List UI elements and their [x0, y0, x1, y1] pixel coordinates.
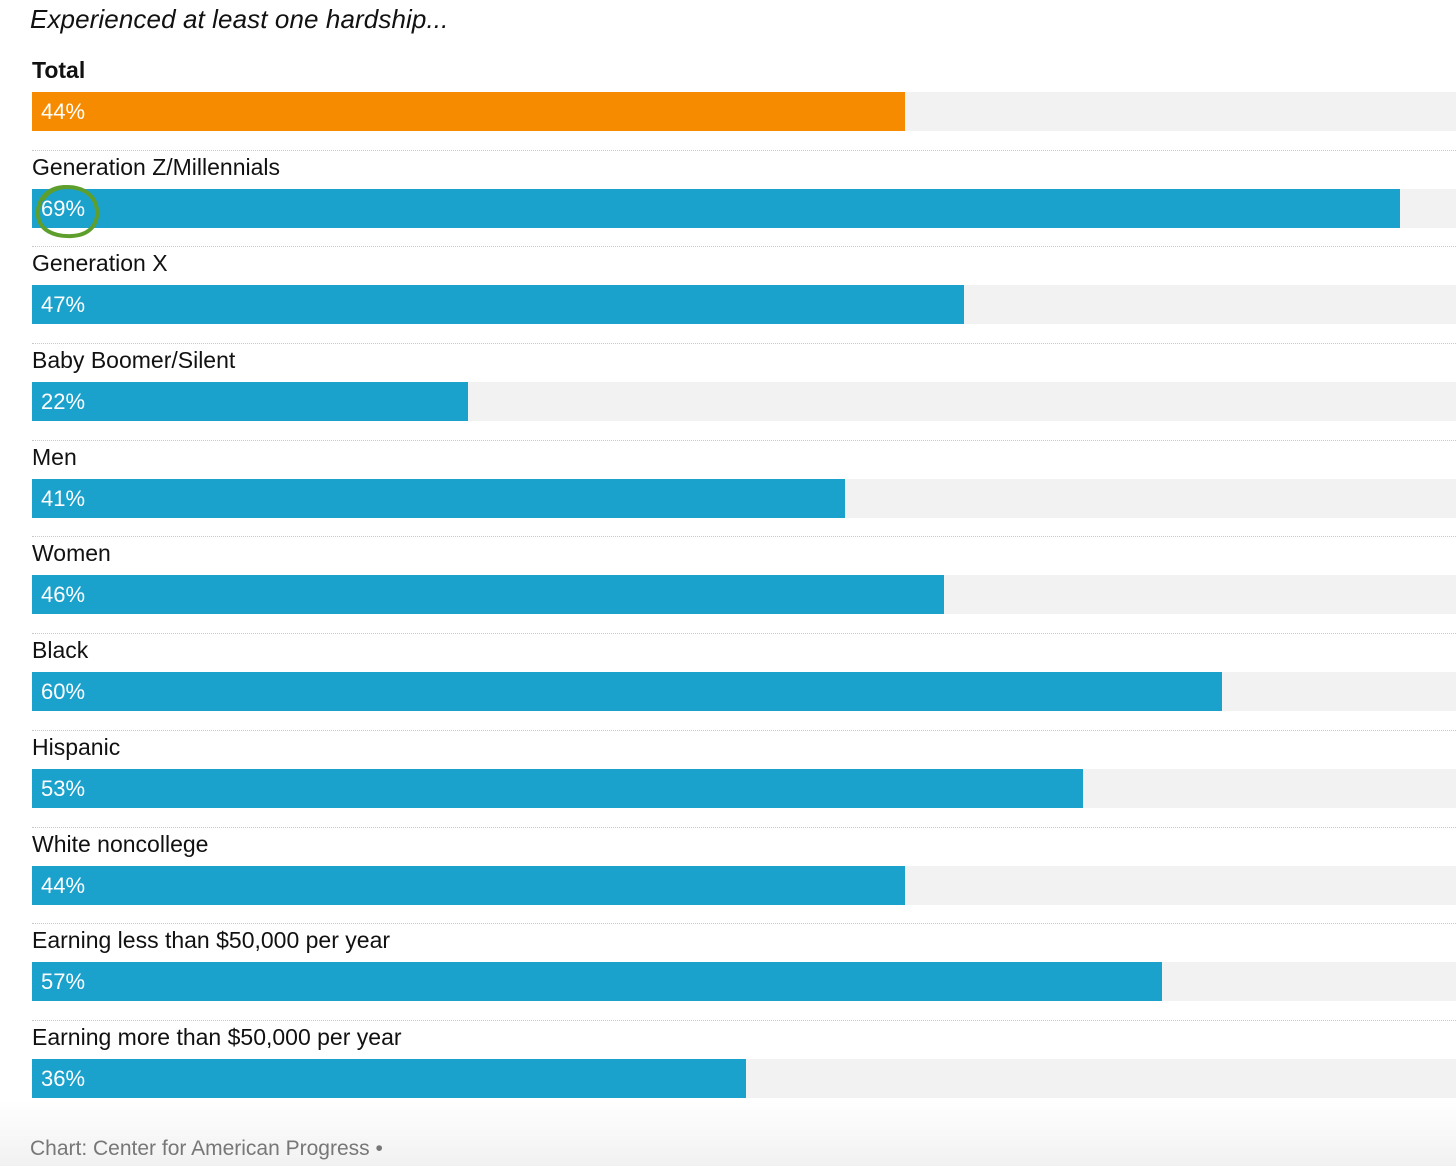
- bar-value-label: 22%: [41, 389, 86, 415]
- category-label: Black: [32, 637, 89, 664]
- bar: 44%: [32, 865, 905, 905]
- bar-value-label: 53%: [41, 775, 86, 801]
- bar: 47%: [32, 285, 964, 325]
- bar-value-label: 41%: [41, 485, 86, 511]
- category-label: Earning more than $50,000 per year: [32, 1023, 402, 1050]
- bar-row: Black 60%: [32, 634, 1456, 731]
- bar-track: 41%: [32, 478, 1456, 518]
- bar-value-label: 60%: [41, 679, 86, 705]
- bar-row: Generation X 47%: [32, 247, 1456, 345]
- bar-row: Women 46%: [32, 537, 1456, 635]
- bar-row: Generation Z/Millennials 69%: [32, 151, 1456, 248]
- bar-row: Men 41%: [32, 441, 1456, 538]
- chart-source: Chart: Center for American Progress •: [30, 1137, 383, 1160]
- bar-track: 47%: [32, 285, 1456, 325]
- bar-value-label: 47%: [41, 292, 86, 318]
- bar: 22%: [32, 382, 468, 422]
- category-label: White noncollege: [32, 830, 209, 857]
- chart-footer: [0, 1100, 1456, 1166]
- bar-track: 36%: [32, 1058, 1456, 1098]
- bar-value-label: 57%: [41, 969, 86, 995]
- bar: 60%: [32, 672, 1222, 712]
- bar-track: 46%: [32, 575, 1456, 615]
- highlight-circle-annotation: [35, 185, 100, 239]
- chart-subtitle: Experienced at least one hardship...: [30, 4, 449, 34]
- category-label: Earning less than $50,000 per year: [32, 927, 391, 954]
- category-label: Generation X: [32, 250, 168, 277]
- category-label: Men: [32, 443, 77, 470]
- bar-track: 60%: [32, 672, 1456, 712]
- bar: 53%: [32, 768, 1083, 808]
- bar: 41%: [32, 478, 845, 518]
- bar-track: 53%: [32, 768, 1456, 808]
- bar-value-label: 46%: [41, 582, 86, 608]
- bar-row: Baby Boomer/Silent 22%: [32, 344, 1456, 441]
- bar-track: 57%: [32, 962, 1456, 1002]
- bar: 36%: [32, 1058, 746, 1098]
- category-label: Generation Z/Millennials: [32, 153, 281, 180]
- bar-row: Earning more than $50,000 per year 36%: [32, 1021, 1456, 1118]
- bar-track: 44%: [32, 92, 1456, 131]
- bar-track: 69%: [32, 188, 1456, 228]
- category-label: Baby Boomer/Silent: [32, 347, 236, 374]
- bar-track: 44%: [32, 865, 1456, 905]
- category-label: Women: [32, 540, 111, 567]
- bar-row: Earning less than $50,000 per year 57%: [32, 924, 1456, 1021]
- annotation-circle-stroke: [35, 185, 100, 239]
- bar-value-label: 36%: [41, 1065, 86, 1091]
- bar-row: Total 44%: [32, 54, 1456, 151]
- bar-row: White noncollege 44%: [32, 828, 1456, 925]
- bar-track: 22%: [32, 382, 1456, 422]
- bar: 46%: [32, 575, 944, 615]
- bar-row: Hispanic 53%: [32, 731, 1456, 828]
- bar-value-label: 44%: [41, 99, 86, 124]
- bar-rows: Total 44% Generation Z/Millennials 69% Gener…: [32, 54, 1456, 1118]
- bar: 69%: [32, 188, 1400, 228]
- bar-value-label: 44%: [41, 872, 86, 898]
- bar-value-label: 69%: [41, 195, 86, 221]
- category-label: Total: [32, 57, 86, 83]
- bar: 57%: [32, 962, 1162, 1002]
- category-label: Hispanic: [32, 733, 121, 760]
- bar: 44%: [32, 92, 905, 131]
